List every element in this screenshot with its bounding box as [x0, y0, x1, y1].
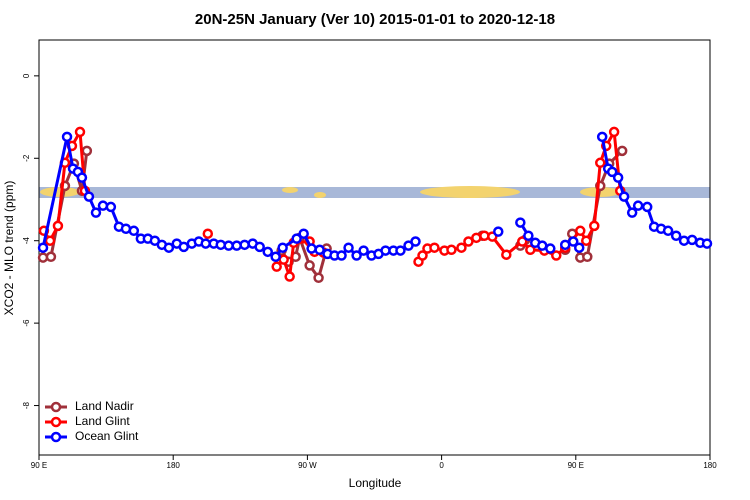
point	[446, 244, 457, 256]
legend-label: Land Nadir	[75, 399, 134, 413]
point	[163, 242, 175, 253]
point	[580, 235, 592, 246]
point	[61, 131, 73, 143]
legend-marker	[50, 401, 62, 413]
point	[686, 234, 698, 246]
point	[515, 217, 526, 228]
point	[314, 244, 325, 256]
map-strip	[39, 186, 710, 198]
point	[429, 242, 440, 253]
point	[239, 239, 250, 251]
point	[358, 245, 369, 256]
point	[410, 236, 421, 247]
point	[517, 236, 528, 247]
plot-frame	[38, 39, 711, 456]
point	[262, 246, 273, 258]
point	[44, 235, 56, 246]
point	[83, 191, 95, 202]
point	[523, 230, 534, 242]
y-tick-label: -4	[22, 237, 31, 245]
point	[52, 220, 64, 232]
point	[641, 201, 653, 213]
point	[471, 232, 482, 244]
point	[589, 220, 600, 232]
legend-label: Land Glint	[75, 414, 130, 428]
point	[81, 145, 93, 157]
legend-marker	[50, 416, 62, 428]
point	[90, 207, 102, 218]
point	[456, 242, 467, 253]
point	[395, 245, 406, 256]
point	[582, 251, 593, 263]
point	[670, 230, 682, 242]
point	[313, 272, 324, 284]
point	[76, 172, 88, 183]
legend-marker	[50, 431, 62, 443]
y-tick-label: 0	[22, 73, 31, 78]
point	[612, 172, 624, 183]
point	[304, 260, 315, 271]
point	[37, 242, 49, 253]
point	[200, 238, 211, 249]
point	[501, 249, 512, 260]
point	[223, 240, 234, 251]
x-tick-label: 0	[439, 461, 444, 470]
point	[626, 207, 638, 218]
x-tick-label: 90 E	[568, 461, 584, 470]
point	[608, 126, 620, 138]
point	[298, 228, 309, 239]
point	[277, 242, 288, 253]
y-tick-label: -6	[22, 319, 31, 327]
point	[336, 250, 347, 261]
point	[351, 250, 362, 261]
point	[128, 225, 140, 237]
point	[105, 201, 117, 213]
point	[463, 236, 474, 247]
point	[278, 254, 289, 265]
point	[701, 238, 713, 249]
point	[291, 233, 302, 244]
point	[74, 126, 86, 138]
x-tick-label: 180	[703, 461, 717, 470]
point	[596, 131, 608, 143]
point	[618, 191, 630, 202]
point	[595, 157, 606, 169]
point	[271, 261, 282, 272]
point	[417, 250, 428, 261]
point	[343, 242, 354, 253]
x-tick-label: 90 E	[31, 461, 47, 470]
x-tick-label: 90 W	[298, 461, 317, 470]
point	[254, 241, 265, 253]
point	[202, 228, 214, 239]
point	[573, 242, 585, 253]
point	[662, 225, 674, 237]
point	[616, 145, 628, 157]
y-tick-label: -8	[22, 401, 31, 409]
point	[493, 226, 504, 237]
point	[270, 251, 281, 263]
x-axis-label: Longitude	[349, 476, 402, 490]
point	[575, 225, 586, 237]
y-axis-label: XCO2 - MLO trend (ppm)	[2, 181, 16, 316]
point	[284, 271, 295, 282]
chart-title: 20N-25N January (Ver 10) 2015-01-01 to 2…	[195, 11, 555, 28]
point	[97, 200, 109, 211]
point	[525, 244, 536, 256]
x-tick-label: 180	[167, 461, 181, 470]
point	[537, 240, 548, 251]
point	[606, 166, 618, 178]
legend-label: Ocean Glint	[75, 429, 139, 443]
y-tick-label: -2	[22, 154, 31, 162]
point	[545, 243, 556, 254]
point	[632, 200, 644, 211]
point	[45, 251, 57, 263]
point	[306, 243, 317, 254]
point	[568, 236, 579, 247]
point	[559, 239, 571, 251]
point	[678, 235, 690, 246]
point	[551, 250, 562, 261]
point	[178, 241, 190, 253]
